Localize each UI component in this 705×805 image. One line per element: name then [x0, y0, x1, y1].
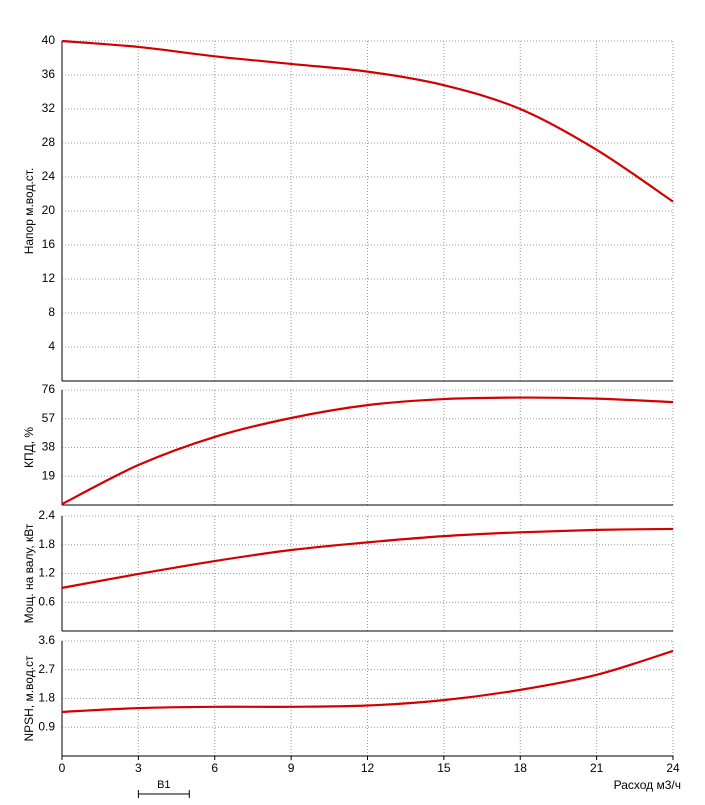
x-tick-label: 0 [59, 761, 66, 775]
x-tick-label: 15 [437, 761, 451, 775]
y-tick-label: 16 [42, 237, 56, 251]
x-tick-label: 3 [135, 761, 142, 775]
y-axis-label: КПД, % [22, 427, 36, 468]
x-tick-label: 9 [288, 761, 295, 775]
annotation: B1 [157, 779, 170, 791]
y-tick-label: 36 [42, 67, 56, 81]
y-tick-label: 12 [42, 271, 56, 285]
y-tick-label: 38 [42, 440, 56, 454]
curve [61, 527, 674, 589]
y-tick-label: 32 [42, 101, 56, 115]
y-tick-label: 3.6 [38, 633, 55, 647]
x-tick-label: 24 [666, 761, 680, 775]
y-tick-label: 57 [42, 411, 56, 425]
y-tick-label: 19 [42, 468, 56, 482]
y-tick-label: 24 [42, 169, 56, 183]
y-tick-label: 20 [42, 203, 56, 217]
y-tick-label: 0.9 [38, 719, 55, 733]
curve [61, 396, 674, 506]
x-axis-label: Расход м3/ч [614, 778, 681, 792]
y-axis-label: Напор м.вод.ст. [22, 168, 36, 255]
y-tick-label: 1.8 [38, 537, 55, 551]
x-tick-label: 12 [361, 761, 375, 775]
y-tick-label: 0.6 [38, 594, 55, 608]
x-tick-label: 18 [514, 761, 528, 775]
curve [61, 39, 674, 203]
y-tick-label: 76 [42, 382, 56, 396]
y-tick-label: 2.4 [38, 508, 55, 522]
y-tick-label: 28 [42, 135, 56, 149]
y-tick-label: 4 [48, 339, 55, 353]
x-tick-label: 6 [211, 761, 218, 775]
y-tick-label: 2.7 [38, 662, 55, 676]
y-tick-label: 1.8 [38, 691, 55, 705]
x-tick-label: 21 [590, 761, 604, 775]
y-tick-label: 40 [42, 33, 56, 47]
y-axis-label: NPSH, м.вод.ст [22, 655, 36, 742]
y-tick-label: 1.2 [38, 566, 55, 580]
curve [61, 649, 674, 714]
y-tick-label: 8 [48, 305, 55, 319]
y-axis-label: Мощ. на валу, кВт [22, 523, 36, 623]
